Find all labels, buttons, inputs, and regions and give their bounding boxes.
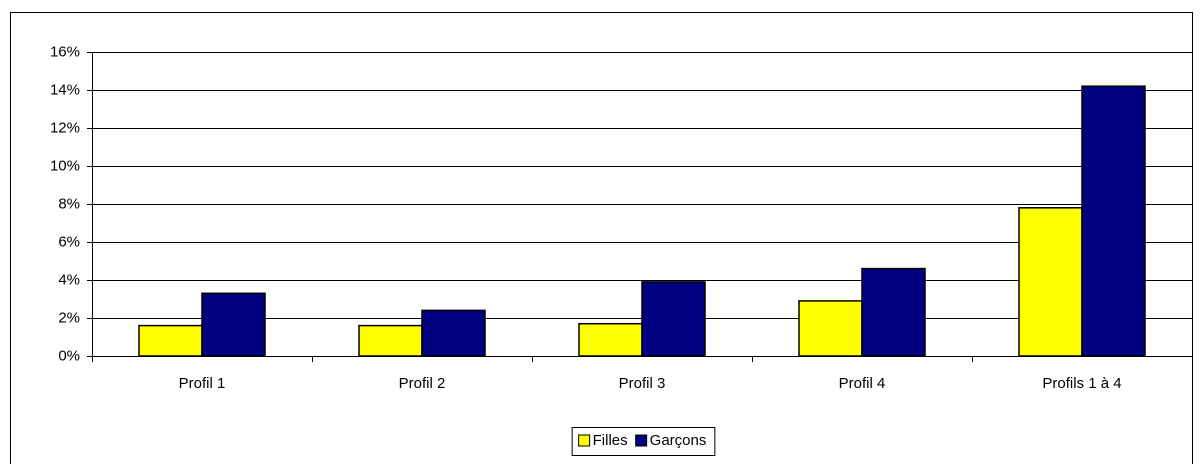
y-tick-label: 16% xyxy=(50,43,80,60)
bar xyxy=(578,322,643,357)
y-tick-label: 8% xyxy=(58,195,80,212)
bar xyxy=(861,267,926,357)
y-tick-label: 14% xyxy=(50,81,80,98)
bar xyxy=(798,300,863,357)
y-tick-label: 0% xyxy=(58,347,80,364)
x-tick-label: Profil 3 xyxy=(619,375,666,392)
legend-swatch xyxy=(578,434,591,447)
bar xyxy=(201,292,266,357)
bar xyxy=(1081,85,1146,357)
x-tick-label: Profil 4 xyxy=(839,375,886,392)
bar xyxy=(138,324,203,357)
y-tick-label: 2% xyxy=(58,309,80,326)
y-tick-label: 10% xyxy=(50,157,80,174)
bar xyxy=(358,324,423,357)
legend-label: Filles xyxy=(593,432,628,449)
legend-label: Garçons xyxy=(650,432,707,449)
bar xyxy=(641,281,706,357)
x-tick-label: Profil 1 xyxy=(179,375,226,392)
legend-swatch xyxy=(635,434,648,447)
x-tick-label: Profil 2 xyxy=(399,375,446,392)
bar xyxy=(1018,207,1083,357)
y-tick-label: 6% xyxy=(58,233,80,250)
y-tick-label: 12% xyxy=(50,119,80,136)
chart-border xyxy=(10,12,1193,464)
x-tick-label: Profils 1 à 4 xyxy=(1042,375,1121,392)
y-tick-label: 4% xyxy=(58,271,80,288)
bar xyxy=(421,309,486,357)
